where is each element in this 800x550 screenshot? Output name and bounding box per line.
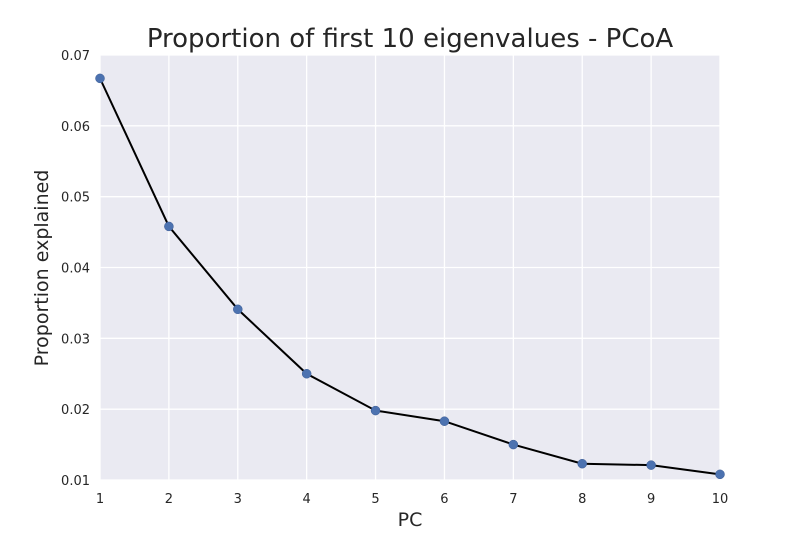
x-tick-label: 10 (712, 492, 729, 507)
series-line (99, 77, 721, 476)
data-point (95, 73, 105, 84)
data-point (370, 405, 381, 416)
series (95, 73, 725, 480)
data-point (164, 221, 174, 232)
y-tick-label: 0.02 (61, 403, 90, 418)
y-tick-label: 0.01 (61, 474, 90, 489)
data-point (577, 458, 587, 469)
x-tick-label: 9 (647, 492, 655, 507)
x-tick-label: 1 (96, 492, 104, 507)
chart-title: Proportion of first 10 eigenvalues - PCo… (147, 24, 674, 54)
x-tick-label: 3 (234, 492, 242, 507)
grid (99, 54, 721, 481)
data-point (439, 416, 450, 426)
y-tick-label: 0.04 (61, 262, 90, 277)
x-axis-ticks: 1 2 3 4 5 6 7 8 9 10 (96, 492, 728, 507)
y-axis-label: Proportion explained (31, 170, 53, 367)
data-point (301, 369, 312, 379)
x-tick-label: 6 (440, 492, 448, 507)
x-axis-label: PC (398, 509, 423, 531)
y-tick-label: 0.07 (61, 49, 90, 64)
x-tick-label: 8 (578, 492, 586, 507)
y-tick-label: 0.05 (61, 191, 90, 206)
x-tick-label: 7 (509, 492, 517, 507)
x-tick-label: 4 (303, 492, 311, 507)
data-point (233, 304, 243, 315)
x-tick-label: 2 (165, 492, 173, 507)
y-axis-ticks: 0.01 0.02 0.03 0.04 0.05 0.06 0.07 (61, 49, 90, 489)
data-point (715, 469, 725, 480)
x-tick-label: 5 (371, 492, 379, 507)
y-tick-label: 0.06 (61, 120, 90, 135)
y-tick-label: 0.03 (61, 332, 90, 347)
data-point (646, 460, 656, 470)
data-point (508, 439, 519, 450)
